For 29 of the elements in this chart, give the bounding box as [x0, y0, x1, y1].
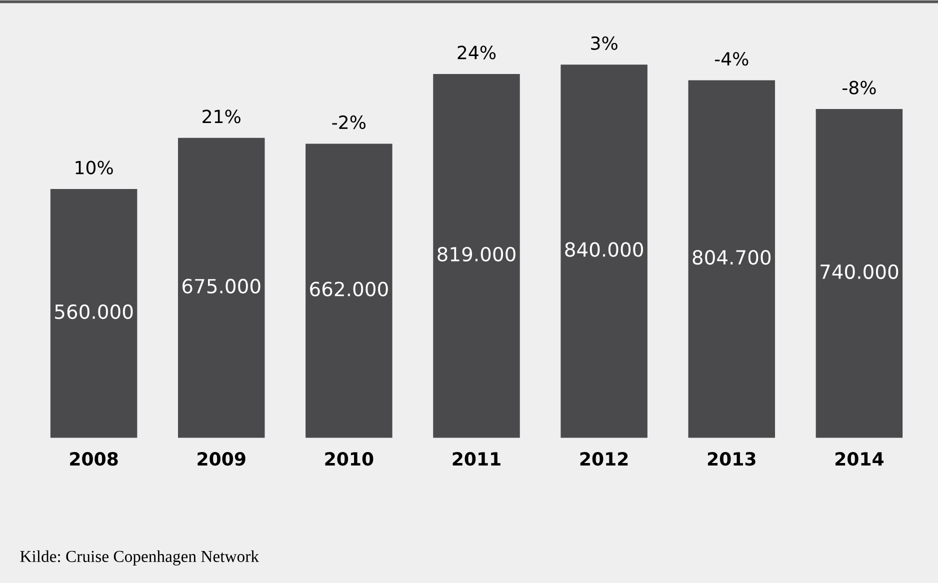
bar — [816, 109, 903, 438]
bar — [178, 138, 265, 438]
x-tick-label: 2008 — [70, 452, 118, 466]
data-label: 804.700 — [692, 250, 771, 265]
x-tick-label: 2014 — [836, 452, 884, 466]
annotation: 10% — [76, 160, 113, 174]
x-tick-label: 2012 — [580, 452, 628, 466]
x-tick-label: 2010 — [325, 452, 374, 466]
data-label: 819.000 — [438, 246, 516, 262]
x-tick-label: 2013 — [708, 452, 756, 466]
bar — [560, 64, 648, 438]
bar — [50, 189, 138, 438]
bar — [688, 80, 776, 438]
annotation: 3% — [591, 36, 618, 50]
annotation: 24% — [458, 46, 496, 60]
data-label: 560.000 — [55, 304, 133, 320]
x-tick-label: 2011 — [452, 452, 500, 466]
bar — [433, 74, 520, 438]
bar — [306, 144, 392, 438]
annotation: -8% — [842, 80, 876, 94]
data-label: 740.000 — [820, 264, 898, 280]
annotation: -2% — [332, 115, 366, 130]
annotation: 21% — [202, 110, 240, 124]
text: Kilde: Cruise Copenhagen Network — [20, 550, 259, 566]
data-label: 840.000 — [565, 242, 643, 257]
data-label: 675.000 — [182, 278, 260, 294]
x-tick-label: 2009 — [198, 452, 246, 466]
data-label: 662.000 — [310, 282, 388, 296]
annotation: -4% — [714, 52, 748, 66]
